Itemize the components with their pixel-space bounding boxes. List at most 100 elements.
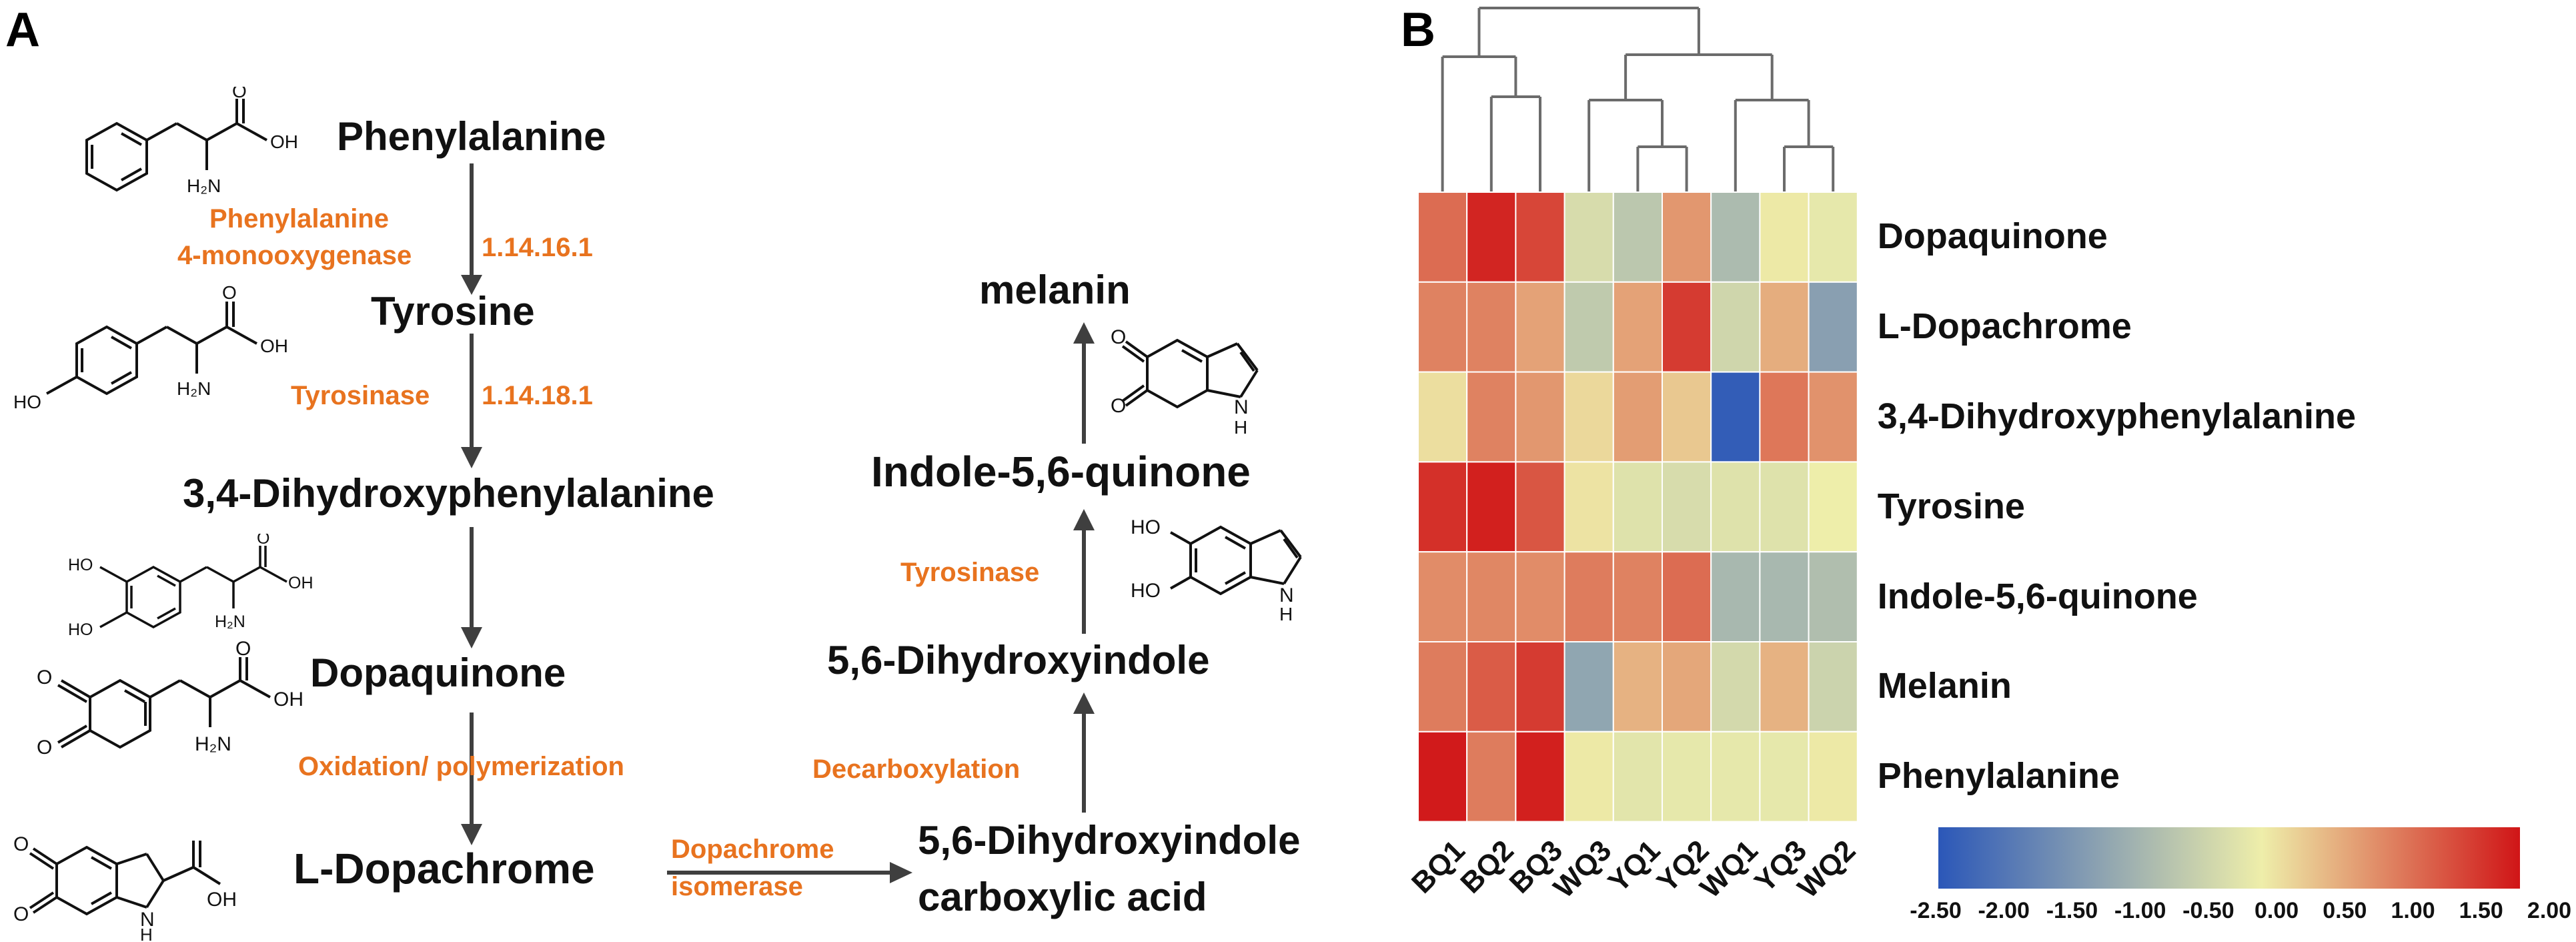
colorbar-tick-label: 0.00: [2255, 898, 2299, 923]
heatmap-cell: [1808, 641, 1858, 733]
heatmap-cell: [1466, 731, 1517, 823]
structure-dopaquinone: O O O OH H₂N: [37, 640, 303, 759]
heatmap-cell: [1612, 461, 1664, 553]
atom-ho: HO: [1131, 516, 1161, 538]
atom-n: N: [1234, 396, 1249, 418]
column-label: YQ1: [1602, 834, 1667, 899]
column-label: BQ1: [1405, 834, 1471, 900]
colorbar-tick-label: -0.50: [2182, 898, 2234, 923]
heatmap-cell: [1759, 371, 1810, 463]
heatmap-cell: [1466, 551, 1517, 643]
enzyme-isomerase-line2: isomerase: [671, 872, 803, 901]
heatmap-cell: [1710, 731, 1761, 823]
heatmap-cell: [1662, 731, 1712, 823]
heatmap-cell: [1808, 731, 1858, 823]
atom-o: O: [13, 833, 29, 855]
enzyme-tyrosinase-1: Tyrosinase: [291, 381, 430, 410]
arrowhead-phe-tyr: [461, 275, 482, 295]
atom-oh: OH: [273, 688, 303, 711]
row-label: Phenylalanine: [1877, 756, 2120, 797]
atom-o: O: [235, 640, 251, 660]
heatmap-cell: [1759, 191, 1810, 283]
row-label: L-Dopachrome: [1877, 306, 2132, 347]
heatmap-cell: [1710, 461, 1761, 553]
heatmap-cell: [1563, 281, 1614, 373]
row-label: Tyrosine: [1877, 486, 2025, 526]
heatmap-cell: [1417, 551, 1468, 643]
node-dhica-line1: 5,6-Dihydroxyindole: [918, 818, 1301, 863]
heatmap-cell: [1759, 551, 1810, 643]
heatmap-cell: [1563, 191, 1614, 283]
heatmap-cell: [1662, 461, 1712, 553]
arrowhead-dopa-dopaquinone: [461, 627, 482, 648]
heatmap-cell: [1662, 281, 1712, 373]
column-label: BQ2: [1454, 834, 1520, 900]
structure-tyrosine: HO O OH H₂N: [13, 282, 288, 412]
atom-h: H: [1279, 604, 1293, 624]
atom-o: O: [232, 87, 247, 101]
heatmap-cell: [1417, 731, 1468, 823]
structure-dopa: HO HO O OH H₂N: [68, 534, 313, 639]
column-label: WQ3: [1547, 834, 1618, 905]
atom-o: O: [37, 737, 52, 759]
heatmap-cell: [1662, 551, 1712, 643]
atom-oh: OH: [288, 574, 313, 592]
heatmap-cell: [1710, 371, 1761, 463]
heatmap-cell: [1808, 551, 1858, 643]
colorbar-tick-label: 2.00: [2527, 898, 2571, 923]
atom-oh: OH: [270, 131, 298, 152]
heatmap-cell: [1417, 281, 1468, 373]
heatmap-cell: [1612, 641, 1664, 733]
enzyme-isomerase-line1: Dopachrome: [671, 835, 834, 864]
heatmap-cell: [1466, 641, 1517, 733]
colorbar-tick-label: -1.00: [2114, 898, 2166, 923]
heatmap-cell: [1710, 191, 1761, 283]
row-label: 3,4-Dihydroxyphenylalanine: [1877, 396, 2357, 436]
heatmap-cell: [1662, 641, 1712, 733]
structure-dhi: HO HO N H: [1131, 516, 1302, 624]
heatmap-cell: [1563, 641, 1614, 733]
panel-b-letter: B: [1401, 3, 1435, 57]
enzyme-decarboxylation: Decarboxylation: [812, 755, 1021, 784]
heatmap-cell: [1759, 641, 1810, 733]
atom-nh2: H₂N: [215, 612, 245, 631]
atom-o: O: [222, 282, 237, 303]
heatmap-cell: [1612, 551, 1664, 643]
atom-oh: OH: [260, 336, 288, 356]
heatmap-cell: [1808, 371, 1858, 463]
arrowhead-tyr-dopa: [461, 447, 482, 468]
atom-nh2: H₂N: [187, 175, 221, 196]
enzyme-tyrosinase-1-ec: 1.14.18.1: [482, 381, 593, 410]
atom-ho: HO: [68, 556, 93, 574]
atom-o: O: [13, 903, 29, 925]
heatmap-cell: [1515, 191, 1565, 283]
heatmap-cell: [1662, 371, 1712, 463]
atom-oh: OH: [207, 889, 237, 911]
heatmap-cell: [1612, 731, 1664, 823]
heatmap-cell: [1563, 461, 1614, 553]
arrowhead-dopachrome-dhica: [890, 862, 912, 883]
heatmap-cell: [1466, 461, 1517, 553]
heatmap-cell: [1710, 551, 1761, 643]
node-dopaquinone: Dopaquinone: [310, 650, 566, 695]
heatmap-cell: [1808, 461, 1858, 553]
atom-h: H: [140, 925, 153, 941]
heatmap-cell: [1759, 731, 1810, 823]
atom-h: H: [1234, 417, 1247, 438]
column-dendrogram: [1441, 7, 1835, 192]
row-label: Dopaquinone: [1877, 216, 2108, 257]
heatmap-cell: [1612, 191, 1664, 283]
atom-o: O: [1111, 395, 1126, 417]
heatmap-cell: [1515, 371, 1565, 463]
atom-nh2: H₂N: [177, 378, 211, 399]
node-melanin: melanin: [979, 268, 1131, 312]
heatmap-cells: [1417, 191, 1858, 823]
node-tyrosine: Tyrosine: [371, 289, 535, 334]
heatmap-cell: [1417, 641, 1468, 733]
atom-nh2: H₂N: [195, 733, 231, 755]
row-label: Indole-5,6-quinone: [1877, 576, 2198, 616]
heatmap-cell: [1515, 641, 1565, 733]
heatmap-cell: [1563, 731, 1614, 823]
